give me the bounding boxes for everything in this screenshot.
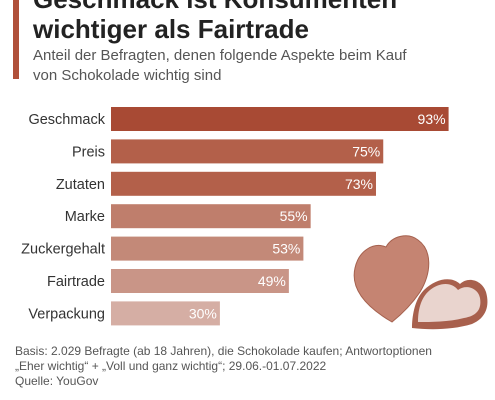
chart-title-line-1: Geschmack ist Konsumenten <box>33 0 488 14</box>
bar-verpackung <box>111 301 220 326</box>
value-label-fairtrade: 49% <box>258 273 286 289</box>
chart-title-line-2: wichtiger als Fairtrade <box>33 14 309 44</box>
bar-fairtrade <box>111 269 289 293</box>
category-label-zuckergehalt: Zuckergehalt <box>21 242 105 258</box>
chocolate-heart-front-top <box>418 284 481 322</box>
value-label-zuckergehalt: 53% <box>272 241 300 257</box>
footer-basis-line-2: „Eher wichtig“ + „Voll und ganz wichtig“… <box>15 359 327 373</box>
value-label-geschmack: 93% <box>418 111 446 127</box>
bar-marke <box>111 204 311 229</box>
title-accent-bar <box>13 0 19 79</box>
category-label-geschmack: Geschmack <box>28 112 105 128</box>
chocolate-heart-back <box>353 235 430 323</box>
value-label-zutaten: 73% <box>345 176 373 192</box>
chart-title: Geschmack ist Konsumenten wichtiger als … <box>33 0 488 44</box>
category-label-verpackung: Verpackung <box>28 306 105 322</box>
bar-zutaten <box>111 171 376 196</box>
value-label-preis: 75% <box>352 143 380 159</box>
footer-source: Quelle: YouGov <box>15 374 99 388</box>
footer-basis-line-1: Basis: 2.029 Befragte (ab 18 Jahren), di… <box>15 344 432 358</box>
chart-subtitle: Anteil der Befragten, denen folgende Asp… <box>33 46 488 86</box>
category-label-preis: Preis <box>72 144 105 160</box>
value-label-verpackung: 30% <box>189 305 217 321</box>
category-label-fairtrade: Fairtrade <box>47 274 105 290</box>
chocolate-hearts-icon <box>353 235 488 330</box>
bar-preis <box>111 139 384 164</box>
value-label-marke: 55% <box>280 208 308 224</box>
chart-footer: Basis: 2.029 Befragte (ab 18 Jahren), di… <box>15 344 485 389</box>
chart-subtitle-line-1: Anteil der Befragten, denen folgende Asp… <box>33 47 407 64</box>
bar-geschmack <box>111 107 449 131</box>
chart-subtitle-line-2: von Schokolade wichtig sind <box>33 67 222 84</box>
bar-zuckergehalt <box>111 236 304 261</box>
category-label-marke: Marke <box>65 209 105 225</box>
bar-group: Geschmack 93% Preis 75% Zutaten 73% Marke 55% Zu… <box>21 107 449 326</box>
bar-chart: Geschmack 93% Preis 75% Zutaten 73% Marke 55% Zu… <box>21 107 488 330</box>
category-label-zutaten: Zutaten <box>56 177 105 193</box>
